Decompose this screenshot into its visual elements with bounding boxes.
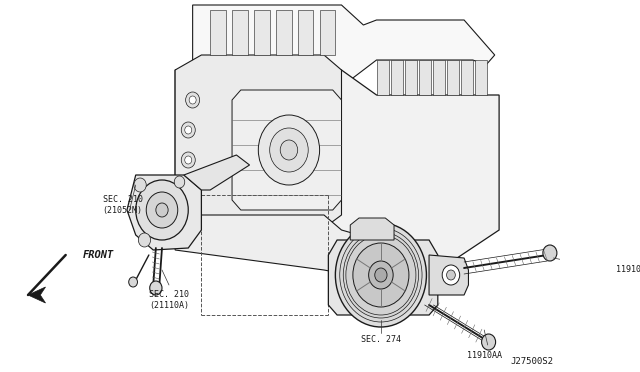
Text: FRONT: FRONT	[83, 250, 115, 260]
Polygon shape	[232, 90, 342, 210]
Polygon shape	[376, 60, 388, 95]
Polygon shape	[127, 175, 202, 250]
Text: SEC. 210
(21110A): SEC. 210 (21110A)	[149, 290, 189, 310]
Circle shape	[375, 268, 387, 282]
Polygon shape	[447, 60, 459, 95]
Circle shape	[353, 243, 409, 307]
Polygon shape	[475, 60, 487, 95]
Polygon shape	[175, 70, 499, 265]
Circle shape	[134, 178, 146, 192]
Polygon shape	[232, 10, 248, 55]
Circle shape	[150, 281, 162, 295]
Polygon shape	[175, 215, 376, 275]
Circle shape	[188, 186, 195, 194]
Polygon shape	[404, 60, 417, 95]
Polygon shape	[254, 10, 269, 55]
Circle shape	[340, 228, 422, 322]
Circle shape	[280, 140, 298, 160]
Circle shape	[343, 232, 419, 318]
Circle shape	[259, 115, 319, 185]
Polygon shape	[184, 155, 250, 190]
Text: SEC. 274: SEC. 274	[361, 336, 401, 344]
Polygon shape	[433, 60, 445, 95]
Polygon shape	[28, 287, 45, 303]
Circle shape	[184, 182, 198, 198]
Circle shape	[335, 223, 426, 327]
Circle shape	[543, 245, 557, 261]
Polygon shape	[175, 55, 342, 228]
Circle shape	[481, 334, 495, 350]
Text: J27500S2: J27500S2	[510, 357, 554, 366]
Text: 11910A: 11910A	[616, 266, 640, 275]
Circle shape	[442, 265, 460, 285]
Circle shape	[181, 152, 195, 168]
Circle shape	[181, 122, 195, 138]
Circle shape	[447, 270, 455, 280]
Polygon shape	[210, 10, 226, 55]
Circle shape	[174, 176, 185, 188]
Circle shape	[146, 192, 178, 228]
Text: 11910AA: 11910AA	[467, 350, 502, 359]
Circle shape	[189, 96, 196, 104]
Text: SEC. 210
(21052M): SEC. 210 (21052M)	[102, 195, 143, 215]
Polygon shape	[298, 10, 314, 55]
Circle shape	[185, 156, 192, 164]
Polygon shape	[390, 60, 403, 95]
Polygon shape	[429, 255, 468, 295]
Circle shape	[185, 126, 192, 134]
Circle shape	[369, 261, 393, 289]
Polygon shape	[276, 10, 292, 55]
Circle shape	[269, 128, 308, 172]
Circle shape	[346, 235, 416, 315]
Polygon shape	[328, 240, 438, 315]
Circle shape	[136, 180, 188, 240]
Polygon shape	[193, 5, 495, 88]
Polygon shape	[461, 60, 473, 95]
Polygon shape	[350, 218, 394, 240]
Circle shape	[186, 92, 200, 108]
Circle shape	[156, 203, 168, 217]
Circle shape	[138, 233, 150, 247]
Polygon shape	[319, 10, 335, 55]
Circle shape	[129, 277, 138, 287]
Polygon shape	[419, 60, 431, 95]
